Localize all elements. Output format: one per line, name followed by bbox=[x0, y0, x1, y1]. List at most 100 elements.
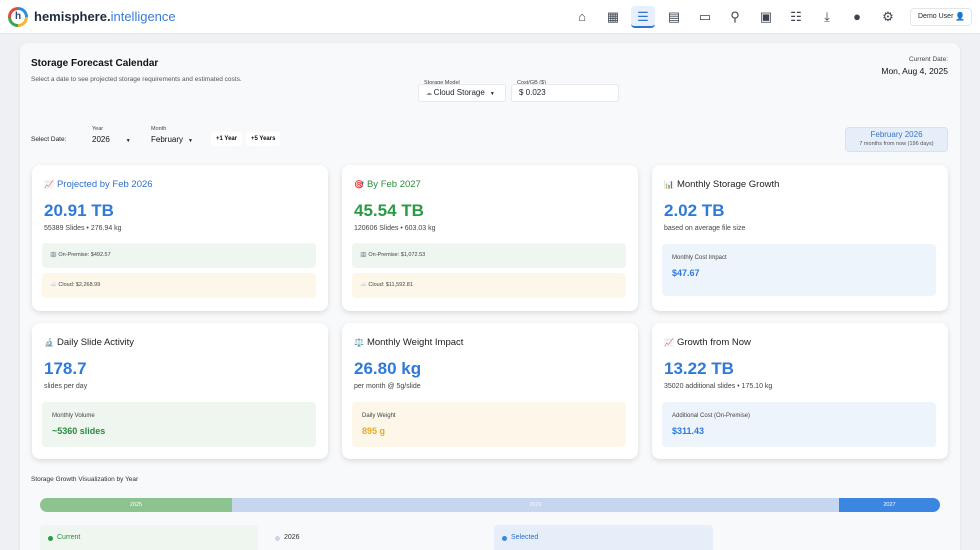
chart-up-icon: 📈 bbox=[664, 338, 674, 347]
sliders-icon[interactable]: ☷ bbox=[790, 9, 802, 24]
growth-sub: based on average file size bbox=[664, 225, 746, 232]
brand-name[interactable]: hemisphere.intelligence bbox=[34, 9, 176, 24]
user-menu-button[interactable]: Demo User 👤 bbox=[910, 8, 972, 26]
growth-value: 2.02 TB bbox=[664, 201, 725, 220]
person-icon: 👤 bbox=[955, 12, 965, 21]
calendar-icon[interactable]: ▤ bbox=[667, 9, 681, 24]
weight-title-text: Monthly Weight Impact bbox=[366, 337, 464, 348]
chevron-down-icon: ▼ bbox=[188, 138, 193, 144]
projected-cloud-cost: ☁️ Cloud: $2,268.99 bbox=[42, 273, 316, 298]
month-select[interactable]: February ▼ bbox=[151, 135, 193, 144]
year-value: 2026 bbox=[92, 135, 110, 144]
fromnow-value: 13.22 TB bbox=[664, 359, 734, 378]
fromnow-sub: 35020 additional slides • 175.10 kg bbox=[664, 383, 773, 390]
current-date-value: Mon, Aug 4, 2025 bbox=[881, 66, 948, 76]
daily-box-label: Monthly Volume bbox=[52, 413, 95, 419]
fromnow-title: 📈 Growth from Now bbox=[664, 337, 751, 348]
plus-one-year-button[interactable]: +1 Year bbox=[211, 132, 243, 146]
folder-icon[interactable]: ▭ bbox=[698, 9, 712, 24]
weight-card: ⚖️ Monthly Weight Impact 26.80 kg per mon… bbox=[342, 323, 638, 459]
storage-model-label: Storage Model bbox=[424, 80, 460, 86]
growth-title: 📊 Monthly Storage Growth bbox=[664, 179, 779, 190]
target-sub: 120606 Slides • 603.03 kg bbox=[354, 225, 436, 232]
legend-selected-label: Selected bbox=[511, 534, 539, 541]
cost-per-gb-input[interactable]: $ 0.023 bbox=[511, 84, 619, 102]
daily-weight-box: Daily Weight 895 g bbox=[352, 402, 626, 447]
weight-box-value: 895 g bbox=[362, 426, 386, 436]
target-title: 🎯 By Feb 2027 bbox=[354, 179, 421, 190]
weight-sub: per month @ 5g/slide bbox=[354, 383, 421, 390]
microscope-icon[interactable]: ⚲ bbox=[730, 9, 740, 24]
year-label: Year bbox=[92, 126, 104, 132]
storage-model-select[interactable]: ☁ Cloud Storage ▼ bbox=[418, 84, 506, 102]
plus-five-years-button[interactable]: +5 Years bbox=[246, 132, 281, 146]
legend-dot bbox=[502, 536, 507, 541]
daily-volume-box: Monthly Volume ~5360 slides bbox=[42, 402, 316, 447]
fromnow-cost-box: Additional Cost (On-Premise) $311.43 bbox=[662, 402, 936, 447]
page-title: Storage Forecast Calendar bbox=[31, 58, 159, 69]
legend-year-label: 2026 bbox=[284, 534, 300, 541]
top-navigation-bar: h hemisphere.intelligence ⌂ ▦ ☰ ▤ ▭ ⚲ ▣ … bbox=[0, 0, 980, 34]
user-label: Demo User bbox=[918, 13, 954, 20]
logo-icon[interactable]: h bbox=[8, 7, 28, 27]
clipboard-icon[interactable]: ▣ bbox=[759, 9, 773, 24]
target-title-text: By Feb 2027 bbox=[366, 179, 421, 190]
brand-main: hemisphere. bbox=[34, 9, 111, 24]
download-icon[interactable]: ⤓ bbox=[824, 9, 830, 24]
chart-up-icon: 📈 bbox=[44, 180, 54, 189]
page-subtitle: Select a date to see projected storage r… bbox=[31, 76, 242, 83]
storage-model-value: Cloud Storage bbox=[433, 88, 485, 97]
weight-title: ⚖️ Monthly Weight Impact bbox=[354, 337, 463, 348]
target-onprem-cost: 🏢 On-Premise: $1,072.53 bbox=[352, 243, 626, 268]
daily-card: 🔬 Daily Slide Activity 178.7 slides per d… bbox=[32, 323, 328, 459]
current-date-label: Current Date: bbox=[908, 56, 948, 63]
daily-title: 🔬 Daily Slide Activity bbox=[44, 337, 134, 348]
growth-title-text: Monthly Storage Growth bbox=[676, 179, 780, 190]
month-value: February bbox=[151, 135, 184, 144]
fromnow-card: 📈 Growth from Now 13.22 TB 35020 addition… bbox=[652, 323, 948, 459]
selected-month: February 2026 bbox=[870, 130, 923, 139]
daily-sub: slides per day bbox=[44, 383, 88, 390]
projected-card: 📈 Projected by Feb 2026 20.91 TB 55389 Sl… bbox=[32, 165, 328, 311]
selected-month-badge: February 2026 7 months from now (196 day… bbox=[845, 127, 948, 152]
growth-cost-box: Monthly Cost Impact $47.67 bbox=[662, 244, 936, 296]
weight-value: 26.80 kg bbox=[354, 359, 422, 378]
year-segment-2027[interactable]: 2027 bbox=[839, 498, 940, 512]
daily-value: 178.7 bbox=[44, 359, 87, 378]
month-label: Month bbox=[151, 126, 167, 132]
viz-title: Storage Growth Visualization by Year bbox=[31, 476, 139, 483]
legend-dot bbox=[48, 536, 53, 541]
projected-title: 📈 Projected by Feb 2026 bbox=[44, 179, 153, 190]
target-cloud-cost: ☁️ Cloud: $11,592.81 bbox=[352, 273, 626, 298]
projected-onprem-cost: 🏢 On-Premise: $492.57 bbox=[42, 243, 316, 268]
year-segment-2025[interactable]: 2025 bbox=[40, 498, 232, 512]
selected-offset: 7 months from now (196 days) bbox=[859, 141, 934, 147]
daily-title-text: Daily Slide Activity bbox=[56, 337, 135, 348]
dashboard-icon[interactable]: ▦ bbox=[606, 9, 620, 24]
chevron-down-icon: ▼ bbox=[489, 91, 495, 97]
target-icon: 🎯 bbox=[354, 180, 364, 189]
scale-icon: ⚖️ bbox=[354, 338, 364, 347]
brand-accent: intelligence bbox=[110, 9, 176, 24]
fromnow-box-value: $311.43 bbox=[672, 426, 705, 436]
chevron-down-icon: ▼ bbox=[125, 138, 131, 144]
growth-box-label: Monthly Cost Impact bbox=[672, 255, 727, 261]
cloud-icon: ☁ bbox=[426, 91, 434, 97]
legend-selected: Selected bbox=[494, 525, 713, 550]
account-icon[interactable]: ● bbox=[853, 9, 861, 24]
year-select[interactable]: 2026 ▼ bbox=[92, 135, 131, 144]
weight-box-label: Daily Weight bbox=[362, 413, 396, 419]
growth-box-value: $47.67 bbox=[672, 268, 700, 278]
growth-card: 📊 Monthly Storage Growth 2.02 TB based on… bbox=[652, 165, 948, 311]
projected-value: 20.91 TB bbox=[44, 201, 114, 220]
home-icon[interactable]: ⌂ bbox=[578, 9, 586, 24]
gear-icon[interactable]: ⚙ bbox=[882, 9, 894, 24]
cost-label: Cost/GB ($) bbox=[517, 80, 547, 86]
projected-sub: 55389 Slides • 276.94 kg bbox=[44, 225, 122, 232]
microscope-icon: 🔬 bbox=[44, 338, 54, 347]
list-icon[interactable]: ☰ bbox=[631, 6, 655, 28]
year-segment-2026[interactable]: 2026 bbox=[232, 498, 839, 512]
logo-letter: h bbox=[11, 10, 25, 24]
legend-current: Current bbox=[40, 525, 258, 550]
target-card: 🎯 By Feb 2027 45.54 TB 120606 Slides • 60… bbox=[342, 165, 638, 311]
